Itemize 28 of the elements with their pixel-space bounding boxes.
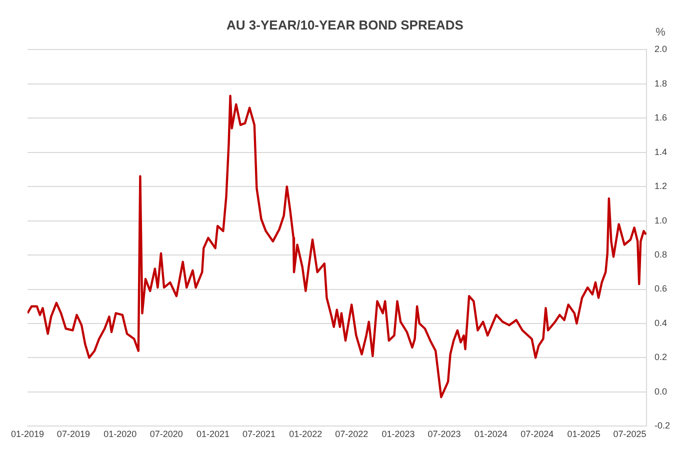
x-tick-label: 01-2024 xyxy=(474,429,508,440)
y-tick-label: 0.4 xyxy=(654,318,668,328)
x-tick-label: 01-2020 xyxy=(104,429,137,440)
x-tick-label: 07-2021 xyxy=(242,429,276,440)
y-tick-label: 1.0 xyxy=(654,215,668,226)
x-tick-label: 01-2022 xyxy=(289,429,322,440)
x-tick-label: 07-2022 xyxy=(335,429,368,440)
y-tick-label: -0.2 xyxy=(654,420,670,431)
x-tick-label: 01-2023 xyxy=(382,429,415,440)
y-tick-label: 1.8 xyxy=(654,78,668,88)
x-tick-label: 01-2021 xyxy=(196,429,230,440)
y-tick-label: 2.0 xyxy=(654,44,668,54)
y-tick-label: 0.8 xyxy=(654,250,668,260)
y-tick-label: 0.6 xyxy=(654,284,668,294)
y-tick-label: 1.6 xyxy=(654,112,668,123)
y-tick-label: 0.2 xyxy=(654,352,668,362)
y-axis-title: % xyxy=(656,26,666,39)
x-tick-label: 07-2025 xyxy=(613,429,646,440)
x-tick-label: 07-2020 xyxy=(150,429,183,440)
chart-title: AU 3-YEAR/10-YEAR BOND SPREADS xyxy=(226,17,464,32)
x-tick-label: 07-2024 xyxy=(520,429,554,440)
x-tick-label: 07-2019 xyxy=(56,429,90,440)
x-tick-label: 01-2025 xyxy=(567,429,600,440)
x-tick-label: 07-2023 xyxy=(428,429,461,440)
y-tick-label: 1.4 xyxy=(654,146,668,157)
x-tick-label: 01-2019 xyxy=(11,429,44,440)
y-tick-label: 1.2 xyxy=(654,181,668,192)
y-tick-label: 0.0 xyxy=(654,386,668,396)
